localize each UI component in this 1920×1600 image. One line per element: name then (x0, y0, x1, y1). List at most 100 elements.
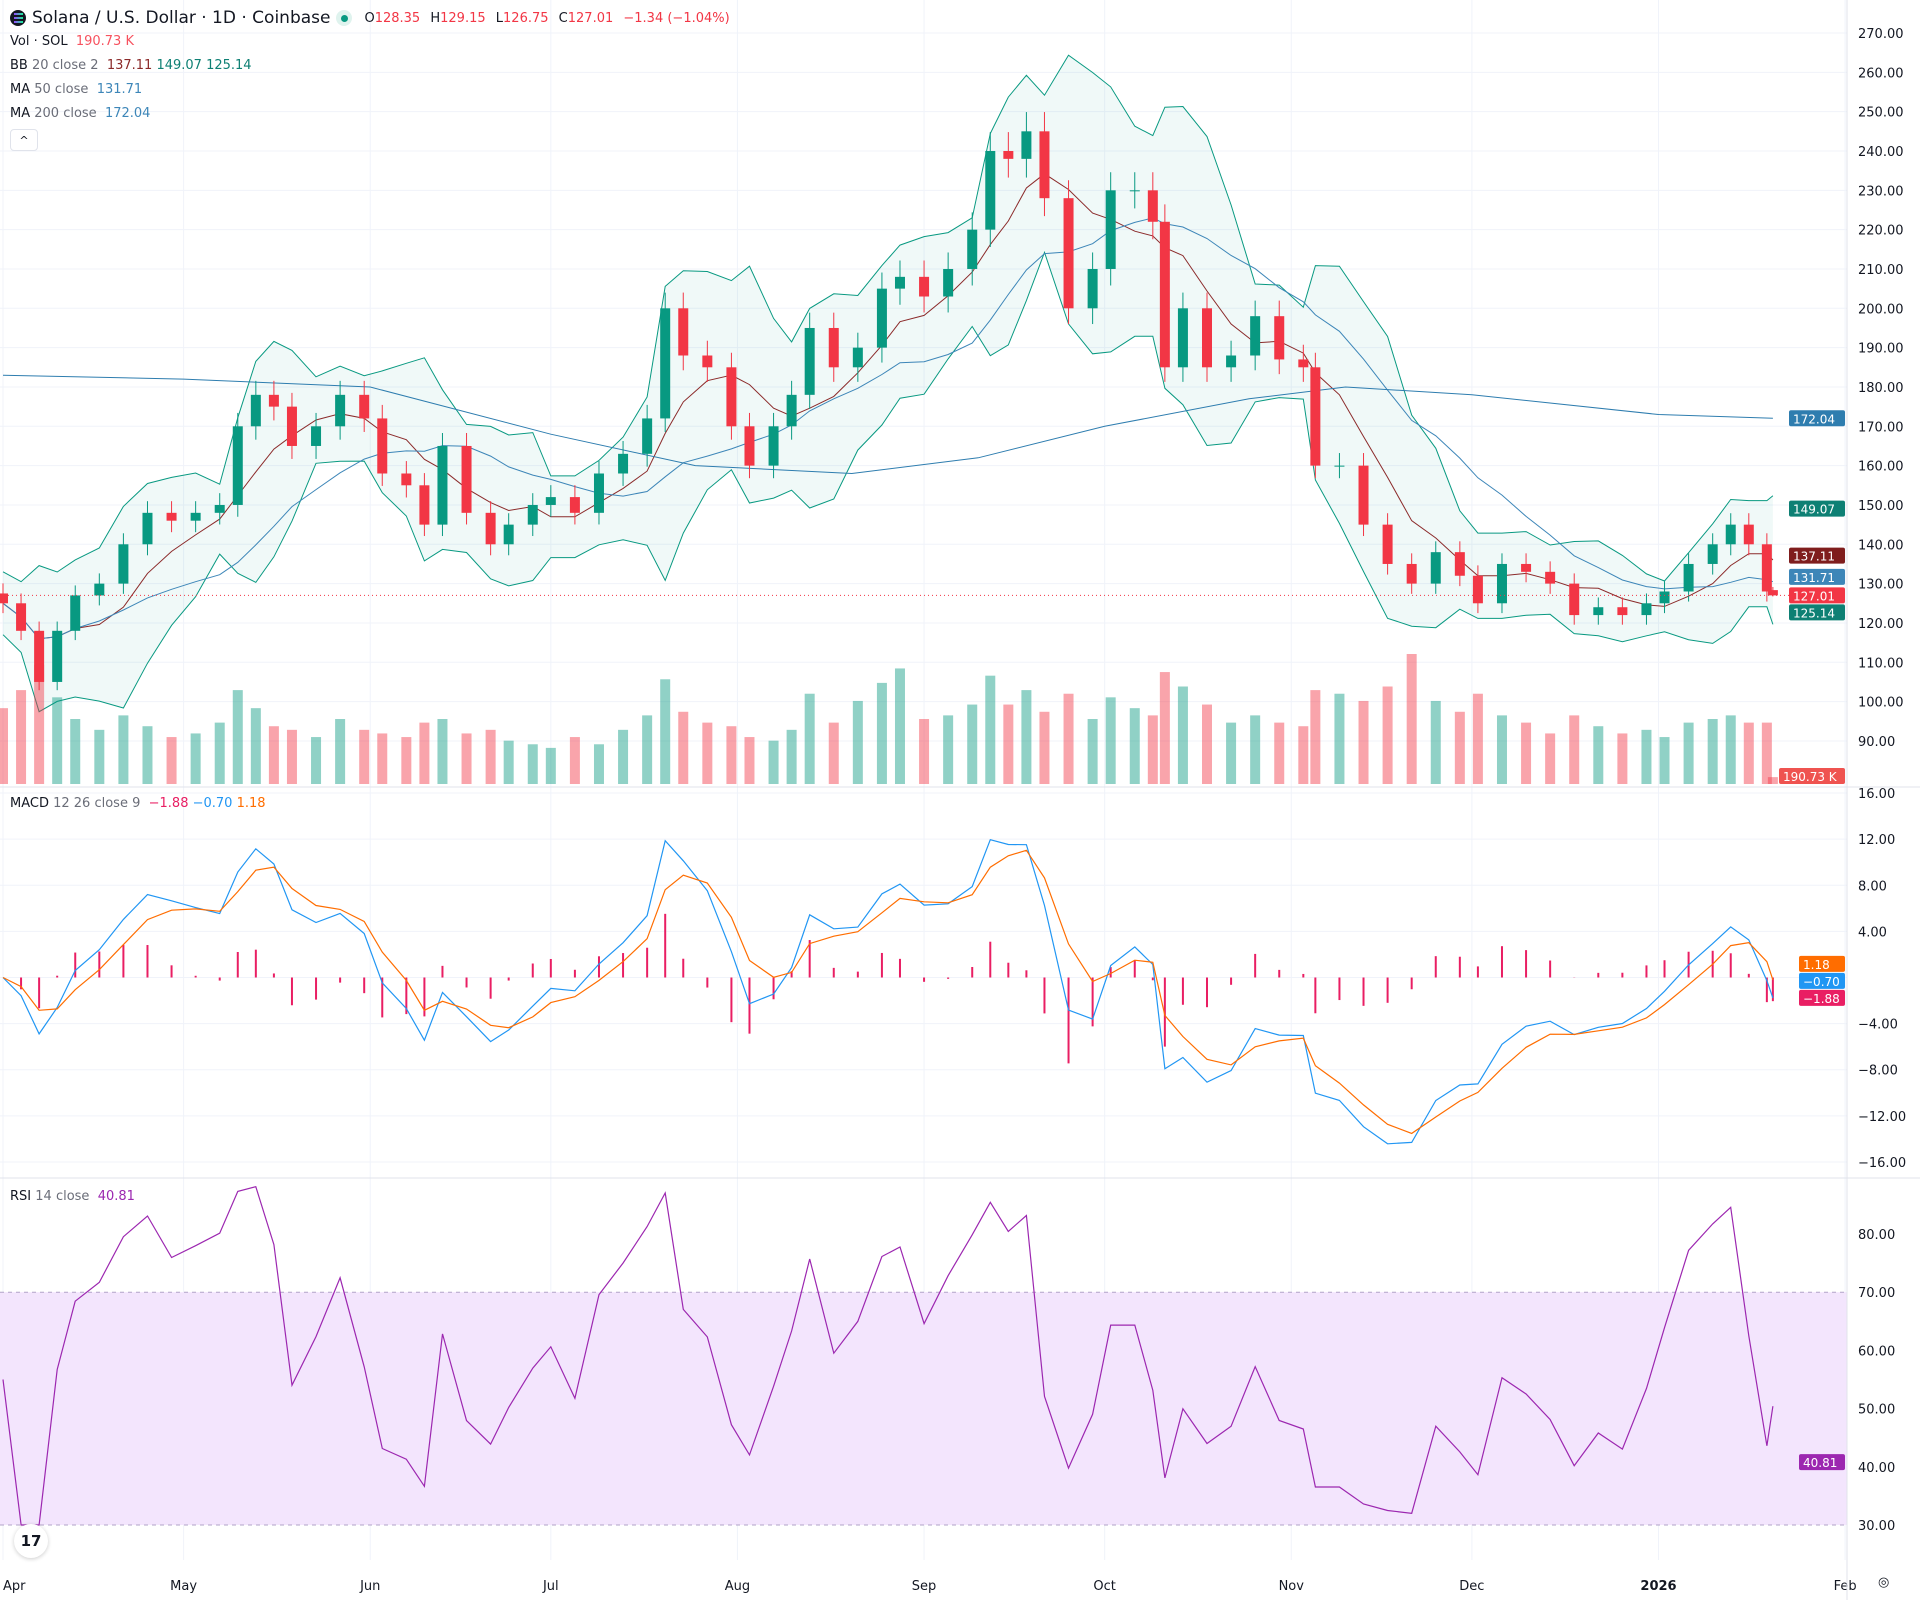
volume-bar (1430, 700, 1441, 784)
volume-bar (967, 704, 978, 784)
ma50-line (2, 217, 1774, 640)
rsi-legend[interactable]: RSI 14 close 40.81 (10, 1189, 135, 1204)
candle-body (1545, 571, 1556, 584)
market-status-icon (336, 10, 353, 26)
macd-tick-label: −4.00 (1858, 1018, 1898, 1033)
price-tick-label: 120.00 (1858, 617, 1904, 632)
volume-bar (359, 729, 370, 784)
tradingview-logo[interactable]: 17 (14, 1524, 48, 1558)
candle-body (768, 426, 779, 466)
volume-bar (0, 708, 8, 784)
candle-body (437, 445, 448, 525)
candle-body (1105, 190, 1116, 269)
bb-legend[interactable]: BB 20 close 2 137.11 149.07 125.14 (10, 58, 252, 73)
macd-line (2, 838, 1774, 1145)
symbol-legend: Solana / U.S. Dollar · 1D · Coinbase O12… (10, 8, 730, 28)
ma200-line (2, 374, 1773, 475)
time-tick-label: Feb (1834, 1579, 1857, 1594)
candle-body (1310, 367, 1321, 466)
ma50-legend[interactable]: MA 50 close 131.71 (10, 82, 143, 97)
price-tag: 172.04 (1789, 410, 1845, 427)
candle-body (527, 504, 538, 525)
candle-body (569, 497, 580, 513)
time-tick-label: May (170, 1579, 197, 1594)
price-tick-label: 270.00 (1858, 27, 1904, 42)
ma200-legend[interactable]: MA 200 close 172.04 (10, 106, 151, 121)
price-tick-label: 210.00 (1858, 263, 1904, 278)
rsi-tag-text: 40.81 (1803, 1456, 1837, 1470)
candle-body (34, 630, 45, 682)
collapse-legend-button[interactable]: ^ (10, 129, 38, 151)
volume-legend[interactable]: Vol · SOL 190.73 K (10, 34, 134, 49)
candle-body (894, 276, 905, 289)
volume-bar (461, 733, 472, 784)
macd-tag-bg (1799, 989, 1845, 1006)
volume-bar (1310, 690, 1321, 784)
candle-body (618, 453, 629, 474)
price-tick-label: 260.00 (1858, 66, 1904, 81)
candle-body (967, 229, 978, 269)
rsi-line (2, 1185, 1774, 1526)
candle-body (1521, 563, 1532, 572)
candle-body (166, 512, 177, 521)
macd-hist-value: −1.88 (148, 796, 189, 811)
price-tick-label: 110.00 (1858, 656, 1904, 671)
symbol-title[interactable]: Solana / U.S. Dollar · 1D · Coinbase (32, 8, 331, 28)
candle-body (1202, 308, 1212, 368)
candle-body (118, 544, 129, 584)
price-tick-label: 150.00 (1858, 499, 1904, 514)
macd-tag: −0.70 (1799, 972, 1845, 989)
volume-bar (660, 679, 671, 784)
candle-body (1147, 190, 1158, 222)
price-tick-label: 130.00 (1858, 578, 1904, 593)
rsi-tick-label: 70.00 (1858, 1286, 1895, 1301)
candle-body (377, 418, 388, 474)
candle-body (1472, 575, 1483, 604)
candle-body (1039, 131, 1050, 199)
candle-body (1761, 544, 1772, 592)
volume-bar (142, 726, 153, 784)
candle-body (94, 583, 105, 596)
volume-bar (437, 719, 448, 784)
volume-bar (1358, 700, 1369, 784)
price-tag-bg (1789, 587, 1845, 604)
volume-value: 190.73 K (75, 34, 134, 49)
price-tick-label: 140.00 (1858, 538, 1904, 553)
macd-legend[interactable]: MACD 12 26 close 9 −1.88 −0.70 1.18 (10, 796, 266, 811)
high-value: 129.15 (440, 10, 486, 26)
candle-body (1250, 316, 1261, 356)
rsi-tick-label: 80.00 (1858, 1228, 1895, 1243)
candle-body (642, 418, 653, 454)
volume-bar (545, 747, 556, 784)
settings-icon[interactable]: ◎ (1878, 1575, 1890, 1590)
rsi-tag: 40.81 (1799, 1454, 1845, 1471)
price-tick-label: 100.00 (1858, 696, 1904, 711)
bb-fill (3, 55, 1773, 712)
candle-body (1683, 563, 1694, 592)
time-tick-label: Jun (359, 1579, 380, 1594)
volume-bar (1761, 722, 1772, 784)
price-tick-label: 240.00 (1858, 145, 1904, 160)
volume-bar (804, 693, 815, 784)
candle-body (268, 394, 279, 407)
volume-bar (569, 737, 580, 784)
candle-body (1641, 603, 1652, 616)
volume-bar (166, 737, 177, 784)
price-tag-text: 125.14 (1793, 606, 1835, 620)
candle-body (1454, 552, 1465, 576)
candle-body (786, 394, 797, 427)
bb-basis-value: 137.11 (106, 58, 153, 73)
ohlc-values: O128.35 H129.15 L126.75 C127.01 −1.34 (−… (364, 10, 730, 26)
candle-body (828, 327, 839, 368)
candle-body (1707, 544, 1718, 564)
low-value: 126.75 (503, 10, 549, 26)
macd-tick-label: −8.00 (1858, 1064, 1898, 1079)
price-tag-bg (1789, 604, 1845, 621)
volume-bar (70, 719, 81, 784)
volume-bar (1021, 690, 1032, 784)
volume-bar (1177, 686, 1188, 784)
time-tick-label: Aug (725, 1579, 750, 1594)
candle-body (1226, 355, 1237, 368)
bb-lower-line (2, 250, 1774, 713)
